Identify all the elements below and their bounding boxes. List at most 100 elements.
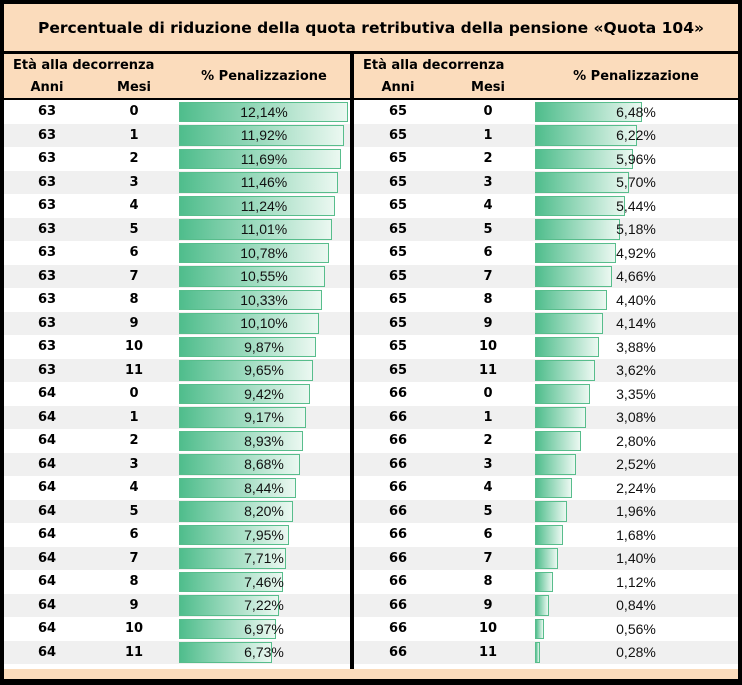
age-at-start-label: Età alla decorrenza <box>363 58 505 73</box>
penalty-cell: 3,08% <box>534 406 738 430</box>
bottom-accent-strip <box>4 669 738 679</box>
penalty-value: 8,20% <box>244 503 284 520</box>
column-header-right: Età alla decorrenza Anni Mesi % Penalizz… <box>354 54 738 100</box>
table-row: 65 3 5,70% <box>354 170 738 194</box>
penalty-data-bar <box>179 125 345 146</box>
table-row: 66 7 1,40% <box>354 546 738 570</box>
penalty-cell: 7,95% <box>178 523 350 547</box>
penalty-value: 0,84% <box>616 597 656 614</box>
years-value: 63 <box>37 221 57 237</box>
months-value: 4 <box>129 198 139 214</box>
years-value: 66 <box>388 550 408 566</box>
table-row: 63 10 9,87% <box>4 335 350 359</box>
years-value: 64 <box>37 456 57 472</box>
penalty-value: 11,46% <box>240 174 288 191</box>
table-row: 66 3 2,52% <box>354 452 738 476</box>
section-divider <box>350 54 354 669</box>
penalty-cell: 11,46% <box>178 171 350 195</box>
penalty-value: 5,70% <box>616 174 656 191</box>
penalty-cell: 6,73% <box>178 641 350 665</box>
months-value: 5 <box>483 221 493 237</box>
penalty-value: 8,93% <box>244 432 284 449</box>
table-row: 65 0 6,48% <box>354 100 738 124</box>
penalty-data-bar <box>535 289 608 310</box>
table-row: 63 5 11,01% <box>4 217 350 241</box>
months-value: 11 <box>124 644 144 660</box>
months-value: 1 <box>483 409 493 425</box>
penalty-cell: 9,17% <box>178 406 350 430</box>
months-value: 5 <box>483 503 493 519</box>
penalty-cell: 5,96% <box>534 147 738 171</box>
months-value: 8 <box>483 292 493 308</box>
penalty-value: 5,96% <box>616 150 656 167</box>
years-value: 64 <box>37 503 57 519</box>
months-value: 7 <box>483 268 493 284</box>
penalty-cell: 8,20% <box>178 500 350 524</box>
years-value: 65 <box>388 221 408 237</box>
penalty-value: 9,65% <box>244 362 284 379</box>
years-value: 63 <box>37 339 57 355</box>
years-value: 66 <box>388 433 408 449</box>
penalty-data-bar <box>179 595 280 616</box>
penalty-value: 5,44% <box>616 197 656 214</box>
penalty-value: 4,14% <box>616 315 656 332</box>
penalty-data-bar <box>535 595 549 616</box>
months-value: 2 <box>129 433 139 449</box>
penalty-data-bar <box>179 407 307 428</box>
months-value: 0 <box>129 386 139 402</box>
penalty-data-bar <box>535 383 591 404</box>
penalty-value: 8,44% <box>244 479 284 496</box>
penalty-value: 11,92% <box>240 127 288 144</box>
years-value: 64 <box>37 644 57 660</box>
years-value: 66 <box>388 597 408 613</box>
subcolumn-headers: Anni Mesi <box>354 80 534 95</box>
subcolumn-headers: Anni Mesi <box>4 80 178 95</box>
years-value: 64 <box>37 480 57 496</box>
penalty-cell: 5,44% <box>534 194 738 218</box>
years-value: 64 <box>37 574 57 590</box>
penalty-value: 2,24% <box>616 479 656 496</box>
years-value: 64 <box>37 550 57 566</box>
penalty-data-bar <box>535 101 642 122</box>
table-row: 63 7 10,55% <box>4 264 350 288</box>
table-row: 65 4 5,44% <box>354 194 738 218</box>
years-value: 66 <box>388 503 408 519</box>
penalty-data-bar <box>179 430 303 451</box>
table-row: 63 0 12,14% <box>4 100 350 124</box>
penalty-data-bar <box>179 642 273 663</box>
table-row: 65 11 3,62% <box>354 358 738 382</box>
months-value: 2 <box>483 433 493 449</box>
penalty-data-bar <box>179 289 323 310</box>
penalty-data-bar <box>535 430 582 451</box>
years-value: 65 <box>388 292 408 308</box>
penalty-value: 0,56% <box>616 620 656 637</box>
penalty-column-header: % Penalizzazione <box>573 68 699 84</box>
years-value: 66 <box>388 621 408 637</box>
penalty-cell: 1,68% <box>534 523 738 547</box>
years-value: 63 <box>37 151 57 167</box>
penalty-data-bar <box>535 548 559 569</box>
years-value: 64 <box>37 621 57 637</box>
months-value: 7 <box>129 550 139 566</box>
penalty-data-bar <box>535 477 572 498</box>
months-value: 2 <box>483 151 493 167</box>
penalty-value: 3,88% <box>616 338 656 355</box>
table-row: 64 6 7,95% <box>4 523 350 547</box>
penalty-data-bar <box>535 501 568 522</box>
table-row: 64 0 9,42% <box>4 382 350 406</box>
penalty-value: 11,24% <box>240 197 288 214</box>
penalty-cell: 3,35% <box>534 382 738 406</box>
years-value: 63 <box>37 315 57 331</box>
table-row: 65 9 4,14% <box>354 311 738 335</box>
months-value: 5 <box>129 503 139 519</box>
penalty-cell: 0,84% <box>534 594 738 618</box>
penalty-data-bar <box>179 313 320 334</box>
table-row: 64 8 7,46% <box>4 570 350 594</box>
months-value: 9 <box>483 597 493 613</box>
penalty-data-bar <box>535 642 540 663</box>
years-value: 65 <box>388 174 408 190</box>
penalty-cell: 9,42% <box>178 382 350 406</box>
penalty-data-bar <box>535 360 595 381</box>
penalty-data-bar <box>535 313 604 334</box>
age-header-group: Età alla decorrenza Anni Mesi <box>4 54 178 98</box>
